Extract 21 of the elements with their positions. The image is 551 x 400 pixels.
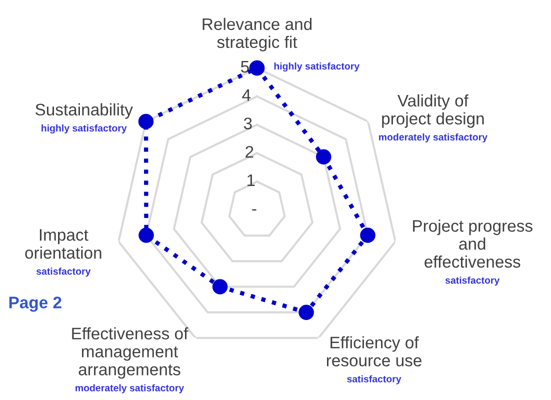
y-tick-label: 1 xyxy=(248,174,255,186)
y-tick-label: - xyxy=(252,209,256,211)
text: satisfactory xyxy=(347,375,402,384)
text: Page 2 xyxy=(9,296,62,312)
text: moderately satisfactory xyxy=(379,133,488,142)
text: highly satisfactory xyxy=(274,62,360,72)
spoke-label: Sustainability xyxy=(36,103,133,119)
text: satisfactory xyxy=(445,276,500,286)
y-tick-label: 2 xyxy=(246,146,254,158)
y-tick-label: 5 xyxy=(240,61,249,73)
spoke-label: Project progress and effectiveness xyxy=(413,220,532,268)
y-tick-label: 4 xyxy=(242,89,251,101)
spoke-label: Impact orientation xyxy=(25,229,102,259)
text: satisfactory xyxy=(36,268,91,277)
spoke-label: Effectiveness of management arrangements xyxy=(72,327,188,379)
spoke-label: Validity of project design xyxy=(382,94,484,128)
text: moderately satisfactory xyxy=(76,384,184,394)
spoke-label: Relevance and strategic fit xyxy=(202,18,312,52)
y-tick-label: 3 xyxy=(244,118,252,130)
spoke-label: Efficiency of resource use xyxy=(326,336,422,366)
text: highly satisfactory xyxy=(42,124,127,134)
